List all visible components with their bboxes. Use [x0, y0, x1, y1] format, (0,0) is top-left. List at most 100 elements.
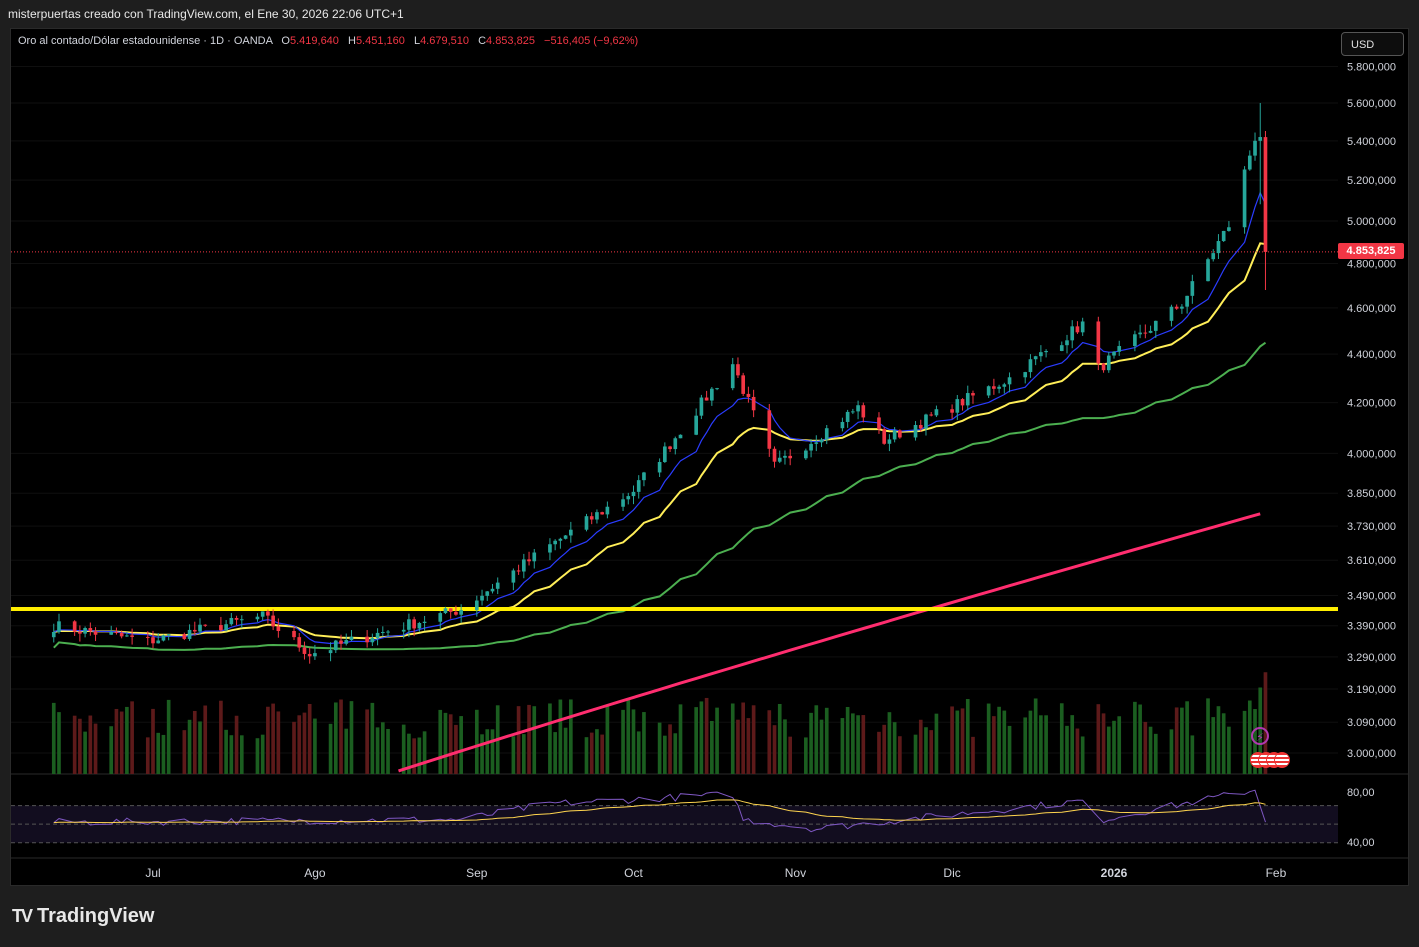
- candle-body: [412, 619, 416, 629]
- close-label: C: [478, 35, 487, 47]
- candle-body: [443, 608, 448, 614]
- volume-bar: [192, 710, 197, 774]
- candle-body: [986, 386, 991, 396]
- volume-bar: [521, 734, 526, 774]
- volume-bar: [710, 720, 714, 774]
- volume-bar: [1075, 728, 1080, 774]
- candle-body: [1153, 320, 1158, 331]
- volume-bar: [887, 712, 892, 774]
- candle-body: [292, 631, 296, 638]
- volume-bar: [1070, 715, 1075, 774]
- time-axis-label: Feb: [1266, 866, 1287, 880]
- tradingview-logo[interactable]: TV TradingView: [12, 905, 154, 928]
- candle-body: [1263, 137, 1268, 252]
- candle-body: [1044, 350, 1048, 353]
- volume-bar: [422, 731, 427, 774]
- candle-body: [51, 631, 56, 638]
- symbol-label[interactable]: Oro al contado/Dólar estadounidense · 1D…: [18, 35, 273, 47]
- volume-bar: [292, 721, 296, 774]
- candle-body: [887, 439, 892, 444]
- candle-body: [777, 457, 782, 462]
- volume-bar: [1065, 725, 1069, 774]
- volume-bar: [114, 708, 119, 774]
- tradingview-logo-icon: TV: [12, 906, 33, 926]
- currency-button[interactable]: USD: [1341, 32, 1404, 56]
- volume-bar: [1044, 715, 1048, 774]
- chart-frame[interactable]: 5.800,000 5.600,000 5.400,000 5.200,000 5.00…: [10, 28, 1409, 886]
- price-axis-label: 5.200,000: [1347, 175, 1396, 187]
- volume-bar: [130, 701, 134, 774]
- candle-body: [992, 386, 996, 389]
- candle-body: [621, 499, 625, 507]
- volume-bar: [861, 715, 866, 774]
- price-chart-svg[interactable]: 5.800,000 5.600,000 5.400,000 5.200,000 5.00…: [11, 29, 1408, 885]
- candle-body: [459, 610, 463, 615]
- volume-bar: [344, 728, 349, 774]
- volume-bar: [448, 714, 453, 774]
- candle-body: [344, 640, 349, 644]
- candle-body: [673, 438, 678, 450]
- candle-body: [328, 650, 333, 654]
- candle-body: [495, 582, 500, 589]
- price-axis-label: 3.490,000: [1347, 590, 1396, 602]
- candle-body: [584, 516, 589, 530]
- volume-bar: [401, 724, 406, 774]
- flash-icon[interactable]: ⚡: [1251, 727, 1269, 745]
- candle-body: [600, 512, 604, 515]
- candle-body: [333, 640, 338, 651]
- volume-bar: [198, 721, 202, 774]
- volume-bar: [924, 727, 928, 774]
- volume-bar: [1148, 726, 1153, 774]
- candle-body: [882, 429, 887, 444]
- volume-bar: [234, 715, 239, 774]
- candle-body: [480, 595, 484, 601]
- volume-bar: [203, 705, 208, 774]
- volume-bar: [950, 706, 954, 774]
- candle-body: [845, 411, 850, 422]
- volume-bar: [777, 703, 782, 774]
- candle-body: [313, 653, 317, 657]
- volume-bar: [986, 703, 991, 774]
- volume-bar: [563, 727, 568, 774]
- rsi-moving-average-line: [53, 799, 1266, 824]
- volume-bar: [532, 706, 537, 774]
- candle-body: [1206, 259, 1210, 282]
- us-flag-icon[interactable]: [1274, 752, 1290, 768]
- candle-body: [1143, 332, 1148, 334]
- candle-body: [851, 411, 855, 413]
- candle-body: [375, 632, 380, 639]
- price-axis-label: 5.600,000: [1347, 98, 1396, 110]
- volume-bar: [119, 711, 124, 774]
- volume-bar: [224, 729, 228, 774]
- candle-body: [448, 608, 453, 612]
- candle-body: [1028, 359, 1033, 373]
- candle-body: [145, 636, 150, 638]
- volume-bar: [365, 709, 369, 774]
- rsi-line: [53, 789, 1266, 833]
- volume-bar: [370, 702, 375, 774]
- medium-moving-average-line: [53, 341, 1267, 651]
- volume-bar: [339, 699, 343, 774]
- brand-name: TradingView: [37, 905, 155, 927]
- candle-body: [307, 653, 312, 657]
- low-value: 4.679,510: [420, 35, 469, 47]
- volume-bar: [1227, 726, 1231, 774]
- volume-bar: [1143, 721, 1148, 774]
- volume-bar: [1153, 733, 1158, 774]
- volume-bar: [636, 731, 641, 774]
- candle-body: [1096, 321, 1101, 364]
- candle-body: [694, 415, 699, 435]
- volume-bar: [260, 734, 265, 774]
- volume-bar: [1216, 706, 1221, 774]
- volume-bar: [1002, 710, 1007, 774]
- volume-bar: [297, 715, 302, 774]
- candle-body: [422, 621, 427, 623]
- candle-body: [365, 636, 369, 643]
- volume-bar: [490, 729, 495, 774]
- price-axis-label: 3.610,000: [1347, 555, 1396, 567]
- candle-body: [401, 629, 406, 632]
- volume-bar: [454, 724, 458, 774]
- volume-bar: [736, 719, 740, 774]
- candle-body: [772, 448, 777, 462]
- candle-body: [626, 496, 631, 500]
